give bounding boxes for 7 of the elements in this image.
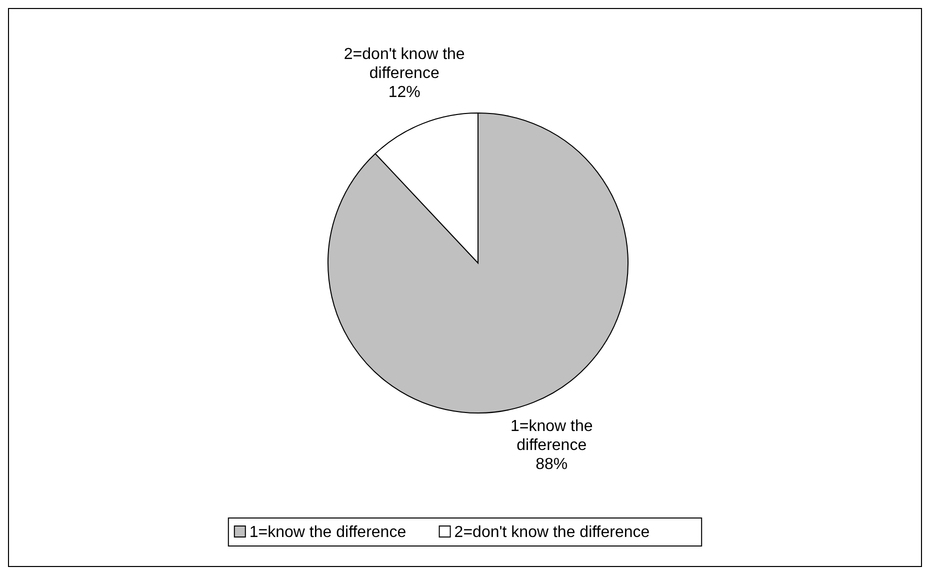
slice-label: 1=know the difference xyxy=(510,418,593,454)
legend-label: 1=know the difference xyxy=(249,524,406,541)
legend-label: 2=don't know the difference xyxy=(454,524,650,541)
slice-label: 2=don't know the difference xyxy=(344,46,465,82)
data-label: 88% xyxy=(536,456,568,473)
data-label: 12% xyxy=(388,84,420,102)
pie-slice xyxy=(328,112,628,414)
